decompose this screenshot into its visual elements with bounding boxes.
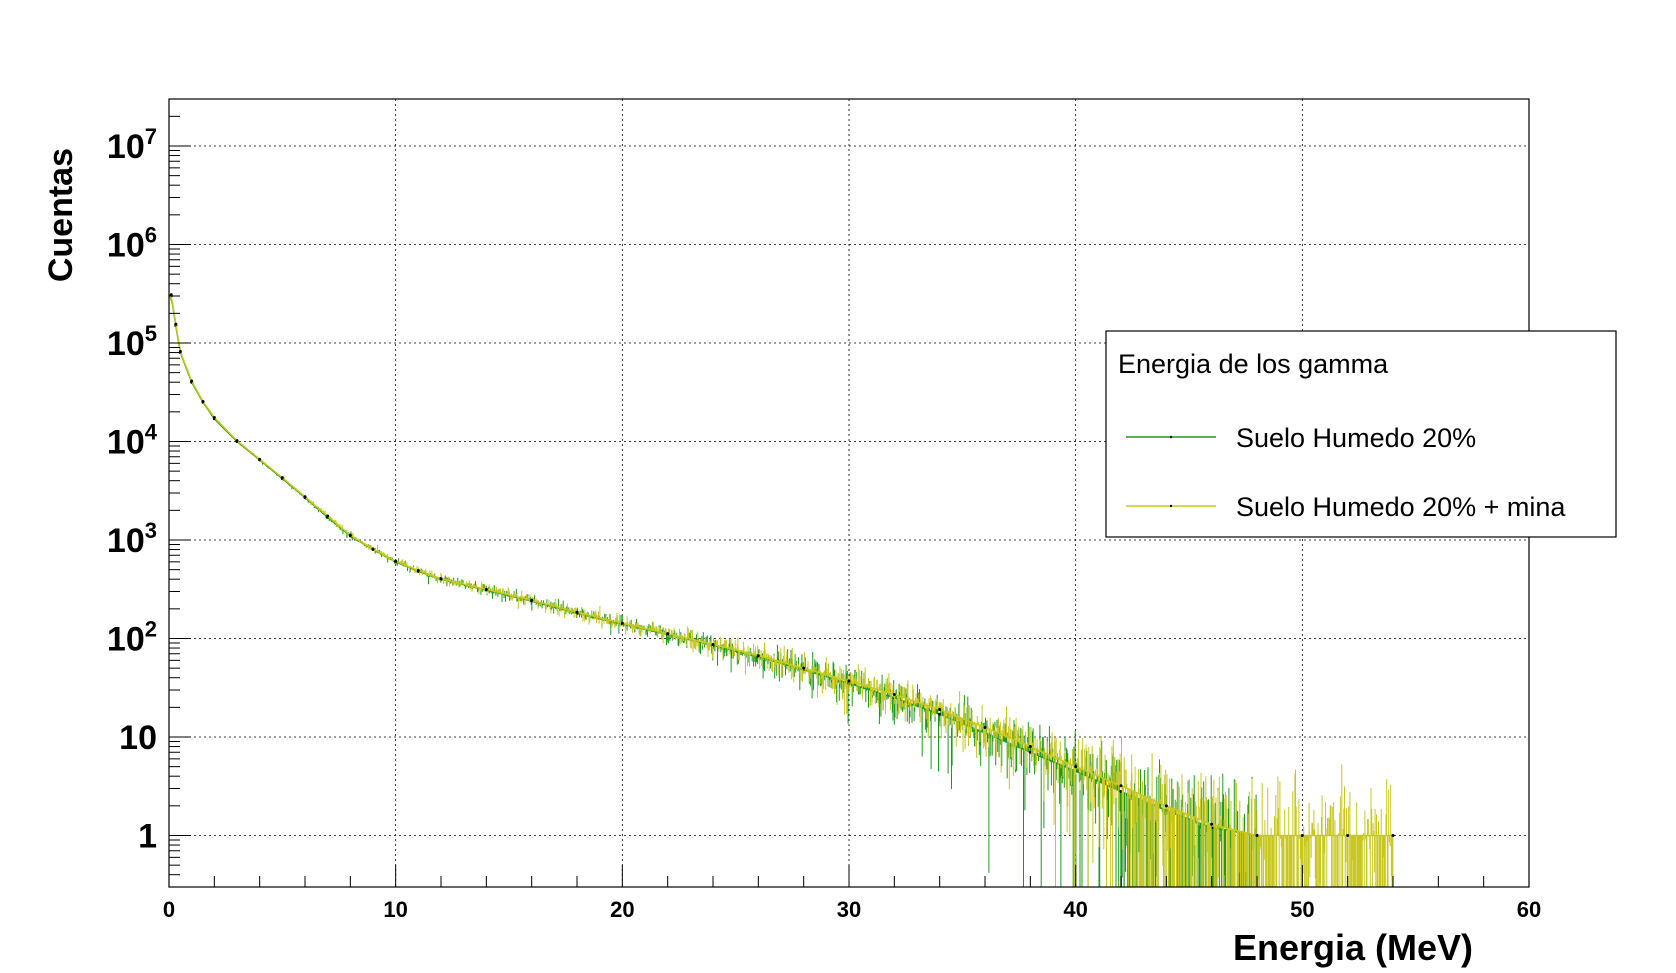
data-point [235,439,239,443]
legend-label: Suelo Humedo 20% + mina [1236,492,1566,522]
y-tick-label: 1 [138,817,157,855]
y-tick-exponent: 2 [145,616,157,641]
data-point [938,712,942,716]
data-point [280,476,284,480]
data-point [530,598,534,602]
data-point [1164,804,1168,808]
legend: Energia de los gamma Suelo Humedo 20%Sue… [1105,330,1617,538]
legend-marker [1169,504,1173,508]
data-point [711,642,715,646]
data-point [983,725,987,729]
data-point [1391,833,1395,837]
data-point [847,679,851,683]
axes: 0 10 20 30 40 50 60 1 10 102 103 104 105 106 107 [107,98,1541,922]
data-point [1028,750,1032,754]
y-tick-exponent: 6 [145,222,157,247]
data-point [575,610,579,614]
y-tick-exponent: 5 [145,321,157,346]
y-tick-label: 102 [107,616,157,658]
data-point [190,379,194,383]
x-tick-label: 50 [1290,897,1314,922]
y-tick-label: 106 [107,222,157,264]
x-tick-label: 20 [610,897,634,922]
data-point [1028,745,1032,749]
data-point [938,708,942,712]
data-point [756,654,760,658]
x-tick-label: 0 [163,897,175,922]
y-tick-label: 105 [107,321,157,363]
data-point [1346,833,1350,837]
data-point [1210,822,1214,826]
x-tick-label: 40 [1063,897,1087,922]
series-line [170,296,1258,887]
data-point [326,514,330,518]
legend-box [1105,330,1617,538]
y-tick-label: 103 [107,518,157,560]
legend-marker [1169,435,1173,439]
data-point [201,399,205,403]
data-point [371,547,375,551]
data-series [169,293,1395,887]
legend-title: Energia de los gamma [1118,349,1389,379]
legend-label: Suelo Humedo 20% [1236,423,1476,453]
data-point [394,559,398,563]
y-tick-exponent: 3 [145,518,157,543]
x-tick-label: 30 [837,897,861,922]
y-tick-exponent: 7 [145,124,157,149]
y-tick-label: 104 [107,419,158,461]
data-point [802,666,806,670]
data-point [1074,765,1078,769]
data-point [174,322,178,326]
y-tick-label: 107 [107,124,157,166]
x-axis-title: Energia (MeV) [1233,927,1473,968]
data-point [212,416,216,420]
data-point [416,569,420,573]
data-point [1300,833,1304,837]
data-point [1119,784,1123,788]
data-point [892,693,896,697]
data-point [484,587,488,591]
x-tick-label: 10 [383,897,407,922]
data-point [666,632,670,636]
data-point [620,621,624,625]
grid-lines [169,99,1529,887]
data-point [169,293,173,297]
y-axis-title: Cuentas [42,148,80,282]
data-point [303,495,307,499]
data-point [1255,833,1259,837]
x-tick-label: 60 [1517,897,1541,922]
y-tick-exponent: 4 [145,419,158,444]
legend-items: Suelo Humedo 20% Suelo Humedo 20% + mina [1126,423,1566,522]
y-tick-label: 10 [119,719,157,757]
data-point [439,577,443,581]
data-point [348,533,352,537]
data-point [258,457,262,461]
